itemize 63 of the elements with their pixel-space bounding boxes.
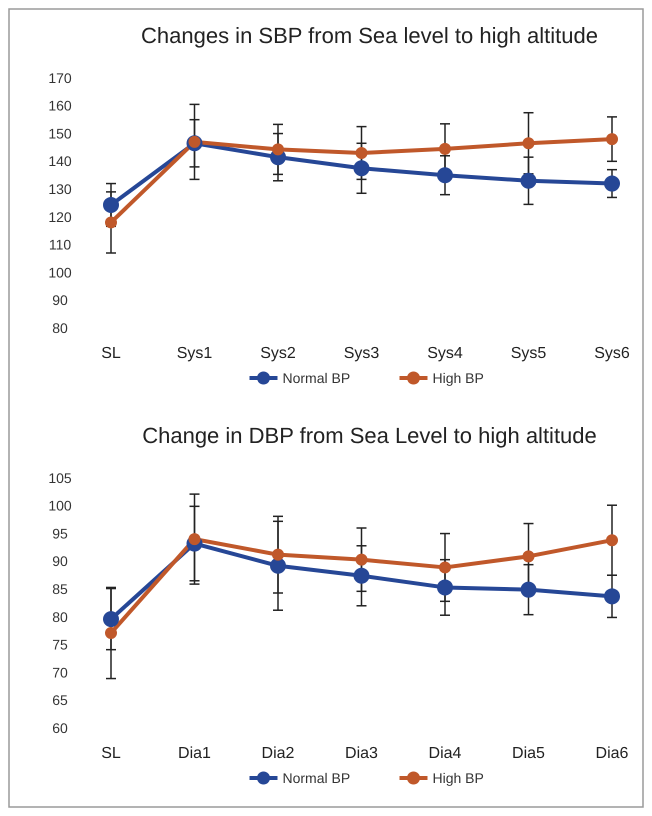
- point: [105, 216, 117, 228]
- point: [437, 167, 453, 184]
- point: [354, 568, 370, 584]
- x-tick-label: Dia1: [178, 745, 212, 762]
- point: [103, 611, 119, 628]
- point: [356, 147, 368, 159]
- y-tick-label: 170: [48, 70, 72, 86]
- y-tick-label: 65: [52, 692, 68, 708]
- point: [604, 588, 620, 604]
- y-tick-label: 130: [48, 181, 72, 198]
- y-tick-label: 90: [52, 553, 68, 570]
- point: [105, 627, 117, 639]
- y-tick-label: 140: [48, 153, 72, 170]
- y-tick-label: 110: [48, 236, 72, 253]
- y-tick-label: 150: [48, 125, 72, 142]
- x-tick-label: Dia3: [345, 745, 378, 762]
- point: [272, 548, 284, 561]
- y-tick-label: 75: [52, 636, 68, 653]
- legend-label: High BP: [432, 370, 484, 386]
- y-tick-label: 70: [52, 664, 68, 680]
- legend-label: High BP: [432, 770, 484, 786]
- x-tick-label: Dia6: [596, 745, 629, 762]
- y-tick-label: 100: [48, 264, 72, 280]
- point: [606, 133, 618, 146]
- point: [520, 172, 536, 189]
- point: [522, 137, 534, 150]
- y-tick-label: 80: [52, 608, 68, 625]
- point: [103, 196, 119, 213]
- y-tick-label: 100: [48, 498, 72, 514]
- x-tick-label: Sys4: [427, 345, 463, 362]
- x-tick-label: Dia2: [262, 745, 295, 762]
- x-tick-label: Dia5: [512, 745, 546, 762]
- y-tick-label: 80: [52, 320, 68, 336]
- y-tick-label: 60: [52, 720, 68, 736]
- point: [437, 579, 453, 596]
- point: [604, 176, 620, 192]
- y-tick-label: 95: [52, 525, 68, 542]
- legend-label: Normal BP: [282, 770, 350, 786]
- chart-title: Change in DBP from Sea Level to high altitude: [142, 423, 597, 448]
- point: [606, 534, 618, 546]
- y-tick-label: 105: [48, 470, 72, 486]
- x-tick-label: SL: [101, 345, 121, 362]
- point: [439, 142, 451, 155]
- point: [272, 143, 284, 156]
- y-tick-label: 120: [48, 208, 72, 225]
- x-tick-label: Sys6: [594, 345, 630, 362]
- x-tick-label: Sys1: [176, 345, 212, 362]
- legend-label: Normal BP: [282, 370, 350, 386]
- y-tick-label: 85: [52, 581, 68, 598]
- x-tick-label: Dia4: [428, 745, 462, 762]
- chart-title: Changes in SBP from Sea level to high altitude: [141, 23, 598, 48]
- x-tick-label: SL: [101, 745, 121, 762]
- point: [270, 558, 286, 574]
- point: [520, 582, 536, 598]
- x-tick-label: Sys3: [344, 345, 380, 362]
- y-tick-label: 90: [52, 292, 68, 308]
- point: [439, 561, 451, 574]
- y-tick-label: 160: [48, 98, 72, 114]
- point: [354, 160, 370, 176]
- point: [522, 550, 534, 562]
- point: [356, 554, 368, 566]
- x-tick-label: Sys5: [510, 345, 546, 362]
- x-tick-label: Sys2: [260, 345, 296, 362]
